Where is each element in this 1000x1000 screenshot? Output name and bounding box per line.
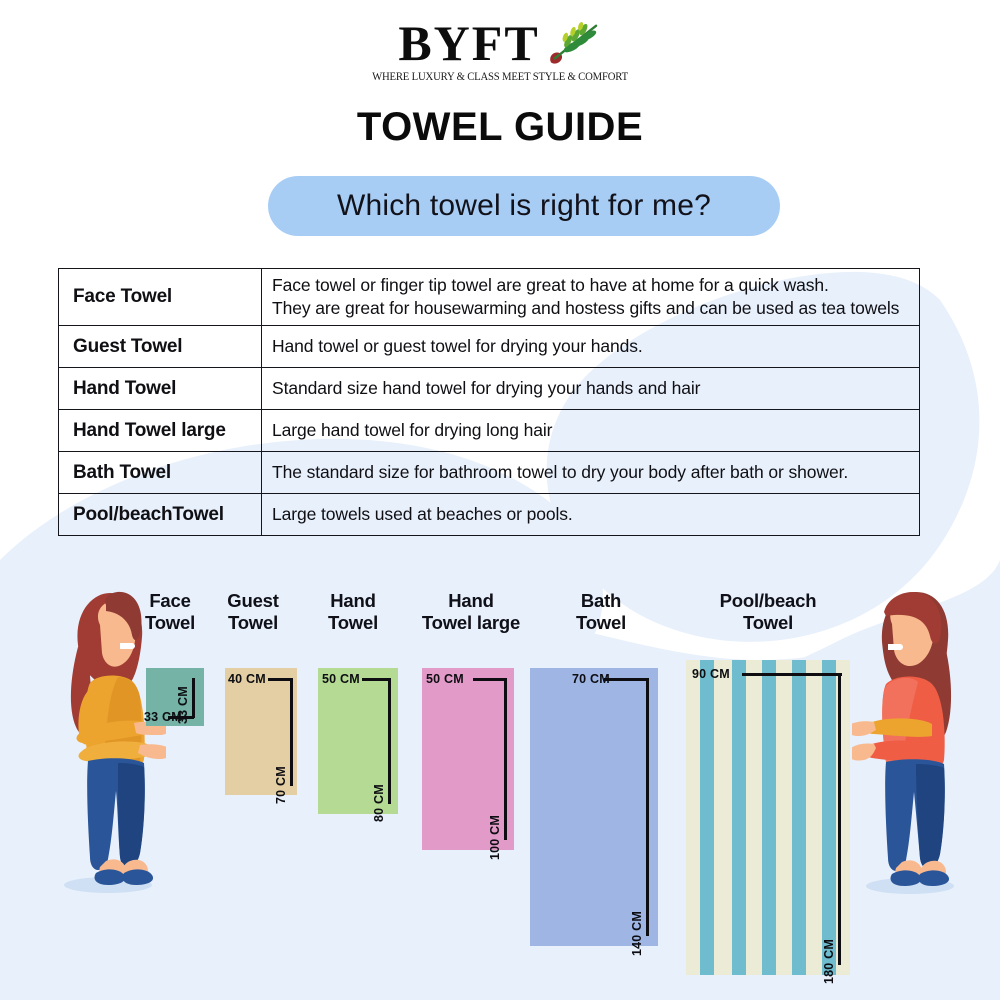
- towel-label-hand: Hand Towel: [308, 590, 398, 634]
- table-row: Face Towel Face towel or finger tip towe…: [58, 268, 920, 326]
- towel-rect-hand: [318, 668, 398, 814]
- table-row: Hand Towel Standard size hand towel for …: [58, 367, 920, 410]
- towel-name-cell: Face Towel: [58, 268, 262, 326]
- stripe: [792, 660, 806, 975]
- stripe: [822, 660, 836, 975]
- towel-label-guest: Guest Towel: [208, 590, 298, 634]
- leader-line-hand-width: [362, 678, 390, 681]
- towel-stripes: [686, 660, 850, 975]
- label-line-2: Towel: [742, 611, 794, 633]
- stripe: [762, 660, 776, 975]
- label-line-2: Towel large: [421, 611, 521, 633]
- desc-line-1: Face towel or finger tip towel are great…: [272, 274, 829, 295]
- leader-line-bath-height: [646, 678, 649, 936]
- page-title: TOWEL GUIDE: [356, 105, 644, 149]
- towel-name-cell: Pool/beachTowel: [58, 493, 262, 536]
- leader-line-guest-width: [268, 678, 292, 681]
- brand-name: BYFT: [398, 15, 540, 71]
- leader-line-face-width: [168, 716, 194, 719]
- dim-pool-width: 90 CM: [692, 667, 730, 681]
- leaf-icon: [549, 22, 597, 64]
- towel-label-hand-large: Hand Towel large: [398, 590, 544, 634]
- label-line-1: Face: [149, 590, 191, 611]
- dim-hand-large-height: 100 CM: [488, 815, 502, 860]
- table-row: Pool/beachTowel Large towels used at bea…: [58, 493, 920, 536]
- dim-guest-height: 70 CM: [274, 766, 288, 804]
- towel-guide-table: Face Towel Face towel or finger tip towe…: [58, 268, 920, 536]
- towel-rect-bath: [530, 668, 658, 946]
- towel-desc-cell: Large towels used at beaches or pools.: [261, 493, 920, 536]
- leader-line-hand-height: [388, 678, 391, 804]
- question-text: Which towel is right for me?: [336, 189, 712, 222]
- dim-guest-width: 40 CM: [228, 672, 266, 686]
- towel-rect-pool: [686, 660, 850, 975]
- towel-size-diagram: Face Towel Guest Towel Hand Towel Hand T…: [0, 560, 1000, 1000]
- towel-label-bath: Bath Towel: [556, 590, 646, 634]
- table-row: Hand Towel large Large hand towel for dr…: [58, 409, 920, 452]
- label-line-1: Hand: [330, 590, 376, 611]
- label-line-2: Towel: [227, 611, 279, 633]
- dim-face-width: 33 CM: [144, 710, 182, 724]
- towel-desc-cell: The standard size for bathroom towel to …: [261, 451, 920, 494]
- woman-holding-pool-towel: [852, 592, 954, 894]
- dim-bath-height: 140 CM: [630, 911, 644, 956]
- label-line-1: Pool/beach: [719, 590, 817, 611]
- leader-line-hand-large-height: [504, 678, 507, 840]
- brand-logo: BYFT W: [0, 18, 1000, 83]
- leader-line-pool-height: [838, 673, 841, 965]
- dim-hand-height: 80 CM: [372, 784, 386, 822]
- towel-desc-cell: Standard size hand towel for drying your…: [261, 367, 920, 410]
- towel-label-face: Face Towel: [125, 590, 215, 634]
- stripe: [700, 660, 714, 975]
- towel-desc-cell: Face towel or finger tip towel are great…: [261, 268, 920, 326]
- towel-rect-guest: [225, 668, 297, 795]
- towel-name-cell: Hand Towel large: [58, 409, 262, 452]
- label-line-1: Guest: [227, 590, 279, 611]
- towel-desc-cell: Hand towel or guest towel for drying you…: [261, 325, 920, 368]
- stripe: [732, 660, 746, 975]
- label-line-2: Towel: [144, 611, 196, 633]
- towel-name-cell: Hand Towel: [58, 367, 262, 410]
- towel-label-pool: Pool/beach Towel: [700, 590, 836, 634]
- towel-desc-cell: Large hand towel for drying long hair: [261, 409, 920, 452]
- table-row: Bath Towel The standard size for bathroo…: [58, 451, 920, 494]
- dim-pool-height: 180 CM: [822, 939, 836, 984]
- woman-holding-face-towel: [64, 591, 166, 893]
- dim-face-height: 33 CM: [176, 686, 190, 724]
- dim-hand-width: 50 CM: [322, 672, 360, 686]
- leader-line-pool-width: [742, 673, 842, 676]
- label-line-2: Towel: [327, 611, 379, 633]
- desc-line-2: They are great for housewarming and host…: [272, 298, 900, 318]
- label-line-2: Towel: [575, 611, 627, 633]
- towel-name-cell: Guest Towel: [58, 325, 262, 368]
- label-line-1: Bath: [580, 590, 622, 611]
- leader-line-guest-height: [290, 678, 293, 786]
- towel-rect-hand-large: [422, 668, 514, 850]
- leader-line-face-height: [192, 678, 195, 718]
- leader-line-hand-large-width: [473, 678, 506, 681]
- leader-line-bath-width: [604, 678, 648, 681]
- towel-name-cell: Bath Towel: [58, 451, 262, 494]
- dim-bath-width: 70 CM: [572, 672, 610, 686]
- label-line-1: Hand: [448, 590, 494, 611]
- dim-hand-large-width: 50 CM: [426, 672, 464, 686]
- table-row: Guest Towel Hand towel or guest towel fo…: [58, 325, 920, 368]
- brand-tagline: WHERE LUXURY & CLASS MEET STYLE & COMFOR…: [372, 71, 628, 83]
- question-banner: Which towel is right for me?: [268, 176, 780, 236]
